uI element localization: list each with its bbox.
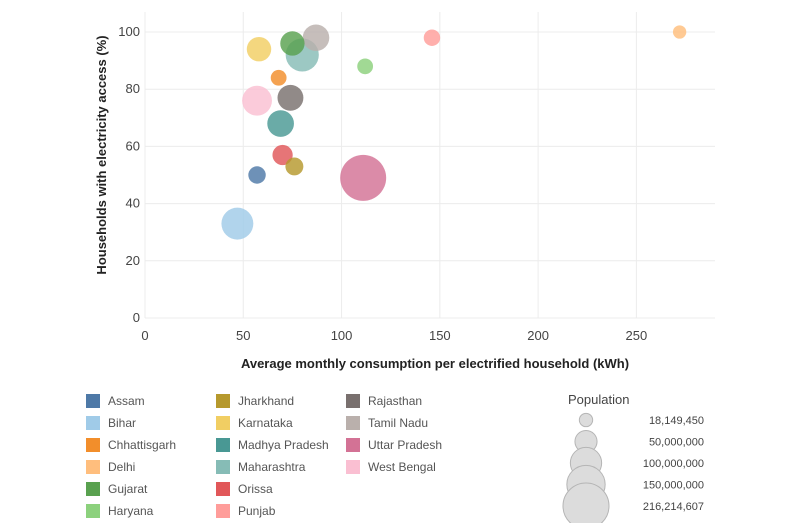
- legend-swatch: [86, 438, 100, 452]
- scatter-chart: 0 20 40 60 80 100 0 50 100 150 200 250 Households …: [94, 12, 715, 371]
- bubble-orissa[interactable]: [272, 144, 293, 166]
- legend-swatch: [86, 482, 100, 496]
- legend-label: Jharkhand: [238, 394, 295, 408]
- bubble-assam[interactable]: [248, 166, 266, 184]
- color-legend: Assam Bihar Chhattisgarh Delhi Gujarat Haryan…: [86, 390, 486, 520]
- legend-label: Madhya Pradesh: [238, 438, 329, 452]
- size-legend-label: 216,214,607: [643, 501, 704, 513]
- x-tick-label: 250: [626, 328, 648, 343]
- y-tick-label: 60: [126, 138, 140, 153]
- x-tick-label: 200: [527, 328, 549, 343]
- x-axis-ticks: 0 50 100 150 200 250: [141, 328, 647, 343]
- legend-item[interactable]: Gujarat: [86, 478, 176, 500]
- y-axis-ticks: 0 20 40 60 80 100: [118, 24, 140, 325]
- bubble-bihar[interactable]: [221, 207, 254, 240]
- legend-swatch: [346, 416, 360, 430]
- legend-label: Tamil Nadu: [368, 416, 429, 430]
- legend-item[interactable]: Orissa: [216, 478, 329, 500]
- legend-label: Orissa: [238, 482, 273, 496]
- size-legend: Population 18,149,450 50,000,000 100,000,0…: [560, 392, 710, 523]
- y-tick-label: 100: [118, 24, 140, 39]
- legend-swatch: [346, 394, 360, 408]
- legend-item[interactable]: Maharashtra: [216, 456, 329, 478]
- legend-label: Uttar Pradesh: [368, 438, 443, 452]
- bubble-west-bengal[interactable]: [242, 85, 272, 116]
- legend-item[interactable]: Karnataka: [216, 412, 329, 434]
- legend-item[interactable]: Jharkhand: [216, 390, 329, 412]
- legend-item[interactable]: Tamil Nadu: [346, 412, 442, 434]
- y-tick-label: 0: [133, 310, 140, 325]
- bubble-chhattisgarh[interactable]: [270, 69, 287, 86]
- y-tick-label: 20: [126, 253, 140, 268]
- legend-swatch: [216, 416, 230, 430]
- legend-swatch: [86, 416, 100, 430]
- legend-item[interactable]: Assam: [86, 390, 176, 412]
- legend-label: Maharashtra: [238, 460, 306, 474]
- legend-column: Jharkhand Karnataka Madhya Pradesh Maharash…: [216, 390, 329, 522]
- legend-swatch: [216, 438, 230, 452]
- bubble-jharkhand[interactable]: [285, 157, 304, 176]
- bubble-gujarat[interactable]: [280, 31, 305, 56]
- grid: [144, 12, 715, 319]
- size-legend-label: 100,000,000: [643, 458, 704, 470]
- bubble-uttar-pradesh[interactable]: [340, 154, 387, 201]
- bubble-delhi[interactable]: [672, 25, 687, 39]
- legend-label: Gujarat: [108, 482, 148, 496]
- legend-column: Assam Bihar Chhattisgarh Delhi Gujarat Haryan…: [86, 390, 176, 522]
- y-axis-title: Households with electricity access (%): [94, 35, 109, 274]
- legend-swatch: [216, 460, 230, 474]
- bubble-karnataka[interactable]: [246, 36, 272, 62]
- legend-label: Punjab: [238, 504, 276, 518]
- size-legend-label: 150,000,000: [643, 480, 704, 492]
- legend-label: Assam: [108, 394, 145, 408]
- legend-item[interactable]: West Bengal: [346, 456, 442, 478]
- legend-item[interactable]: Madhya Pradesh: [216, 434, 329, 456]
- size-legend-label: 50,000,000: [649, 437, 704, 449]
- bubble-rajasthan[interactable]: [277, 84, 304, 111]
- legend-label: Haryana: [108, 504, 154, 518]
- legend-label: West Bengal: [368, 460, 436, 474]
- legend-item[interactable]: Chhattisgarh: [86, 434, 176, 456]
- legend-swatch: [346, 438, 360, 452]
- bubble-punjab[interactable]: [423, 29, 441, 46]
- legend-column: Rajasthan Tamil Nadu Uttar Pradesh West Ben…: [346, 390, 442, 478]
- y-tick-label: 80: [126, 81, 140, 96]
- legend-item[interactable]: Delhi: [86, 456, 176, 478]
- size-legend-graphic: 18,149,450 50,000,000 100,000,000 150,000,0…: [562, 412, 704, 523]
- x-tick-label: 50: [236, 328, 250, 343]
- legend-label: Bihar: [108, 416, 137, 430]
- size-legend-title: Population: [568, 392, 630, 407]
- legend-swatch: [346, 460, 360, 474]
- x-tick-label: 100: [331, 328, 353, 343]
- legend-swatch: [216, 482, 230, 496]
- y-tick-label: 40: [126, 196, 140, 211]
- legend-label: Karnataka: [238, 416, 293, 430]
- bubbles: [221, 24, 687, 240]
- legend-swatch: [216, 394, 230, 408]
- legend-item[interactable]: Uttar Pradesh: [346, 434, 442, 456]
- legend-item[interactable]: Punjab: [216, 500, 329, 522]
- size-legend-circle: [562, 482, 610, 523]
- legend-item[interactable]: Haryana: [86, 500, 176, 522]
- legend-label: Delhi: [108, 460, 136, 474]
- x-tick-label: 150: [429, 328, 451, 343]
- legend-swatch: [216, 504, 230, 518]
- legend-swatch: [86, 394, 100, 408]
- legend-swatch: [86, 460, 100, 474]
- bubble-haryana[interactable]: [357, 58, 374, 75]
- x-axis-title: Average monthly consumption per electrif…: [241, 356, 629, 371]
- legend-swatch: [86, 504, 100, 518]
- legend-item[interactable]: Rajasthan: [346, 390, 442, 412]
- bubble-tamil-nadu[interactable]: [302, 24, 330, 52]
- bubble-madhya-pradesh[interactable]: [267, 110, 294, 137]
- legend-label: Chhattisgarh: [108, 438, 177, 452]
- size-legend-circle: [578, 412, 594, 428]
- legend-label: Rajasthan: [368, 394, 423, 408]
- legend-item[interactable]: Bihar: [86, 412, 176, 434]
- size-legend-label: 18,149,450: [649, 415, 704, 427]
- x-tick-label: 0: [141, 328, 148, 343]
